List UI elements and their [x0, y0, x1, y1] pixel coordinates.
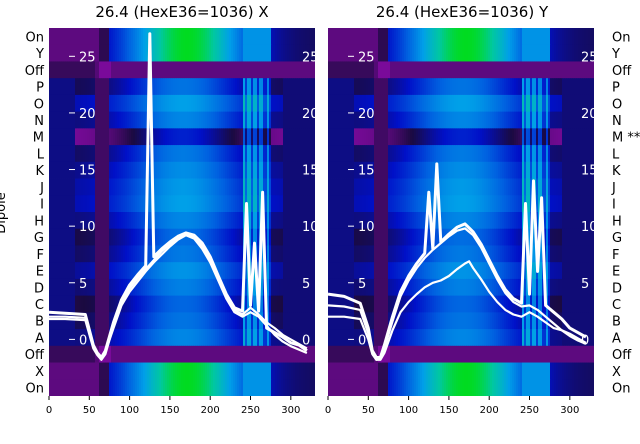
heatmap-cell — [592, 28, 594, 45]
x-tick-label: 100 — [120, 405, 139, 416]
heatmap-cell — [592, 179, 594, 196]
heatmap-cell — [313, 346, 315, 363]
heatmap-cells — [49, 28, 315, 396]
overlay-tick-label: 0 — [79, 333, 87, 348]
heatmap-cell — [313, 312, 315, 329]
heatmap-cell — [313, 363, 315, 380]
x-axis-ticks: 0 50 100 150 200 250 300 — [46, 396, 301, 416]
heatmap-cell — [313, 195, 315, 212]
heatmap-cell — [592, 78, 594, 95]
overlay-tick-label: 20 — [79, 107, 96, 122]
x-tick-label: 300 — [281, 405, 300, 416]
heatmap-cell — [313, 329, 315, 346]
panel-x: 26.4 (HexE36=1036) X 0 0 5 5 10 10 15 15 20 20 25 2… — [46, 3, 319, 416]
x-tick-label: 50 — [83, 405, 96, 416]
heatmap-cell — [313, 279, 315, 296]
heatmap-cell — [313, 179, 315, 196]
heatmap-cell — [313, 128, 315, 145]
panel-title: 26.4 (HexE36=1036) Y — [376, 3, 549, 21]
heatmap-cell — [313, 78, 315, 95]
x-tick-label: 200 — [201, 405, 220, 416]
heatmap-cell — [592, 128, 594, 145]
overlay-tick-label: 10 — [302, 220, 319, 235]
overlay-tick-label: 15 — [302, 164, 319, 179]
heatmap-cell — [313, 296, 315, 313]
heatmap-cell — [313, 262, 315, 279]
panel-title: 26.4 (HexE36=1036) X — [95, 3, 268, 21]
heatmap-cell — [592, 195, 594, 212]
x-tick-label: 250 — [241, 405, 260, 416]
heatmap-cell — [592, 245, 594, 262]
overlay-tick-label: 5 — [79, 277, 87, 292]
heatmap-cell — [313, 145, 315, 162]
x-tick-label: 150 — [160, 405, 179, 416]
overlay-tick-label: 25 — [302, 50, 319, 65]
overlay-tick-label: 15 — [79, 164, 96, 179]
heatmap-cell — [592, 145, 594, 162]
overlay-tick-label: 10 — [79, 220, 96, 235]
heatmap-cell — [313, 379, 315, 396]
overlay-tick-label: 25 — [79, 50, 96, 65]
overlay-tick-label: 20 — [302, 107, 319, 122]
heatmap-cell — [313, 28, 315, 45]
x-tick-label: 0 — [46, 405, 52, 416]
heatmap-cell — [313, 245, 315, 262]
overlay-tick-label: 5 — [302, 277, 310, 292]
heatmap-cell — [592, 262, 594, 279]
